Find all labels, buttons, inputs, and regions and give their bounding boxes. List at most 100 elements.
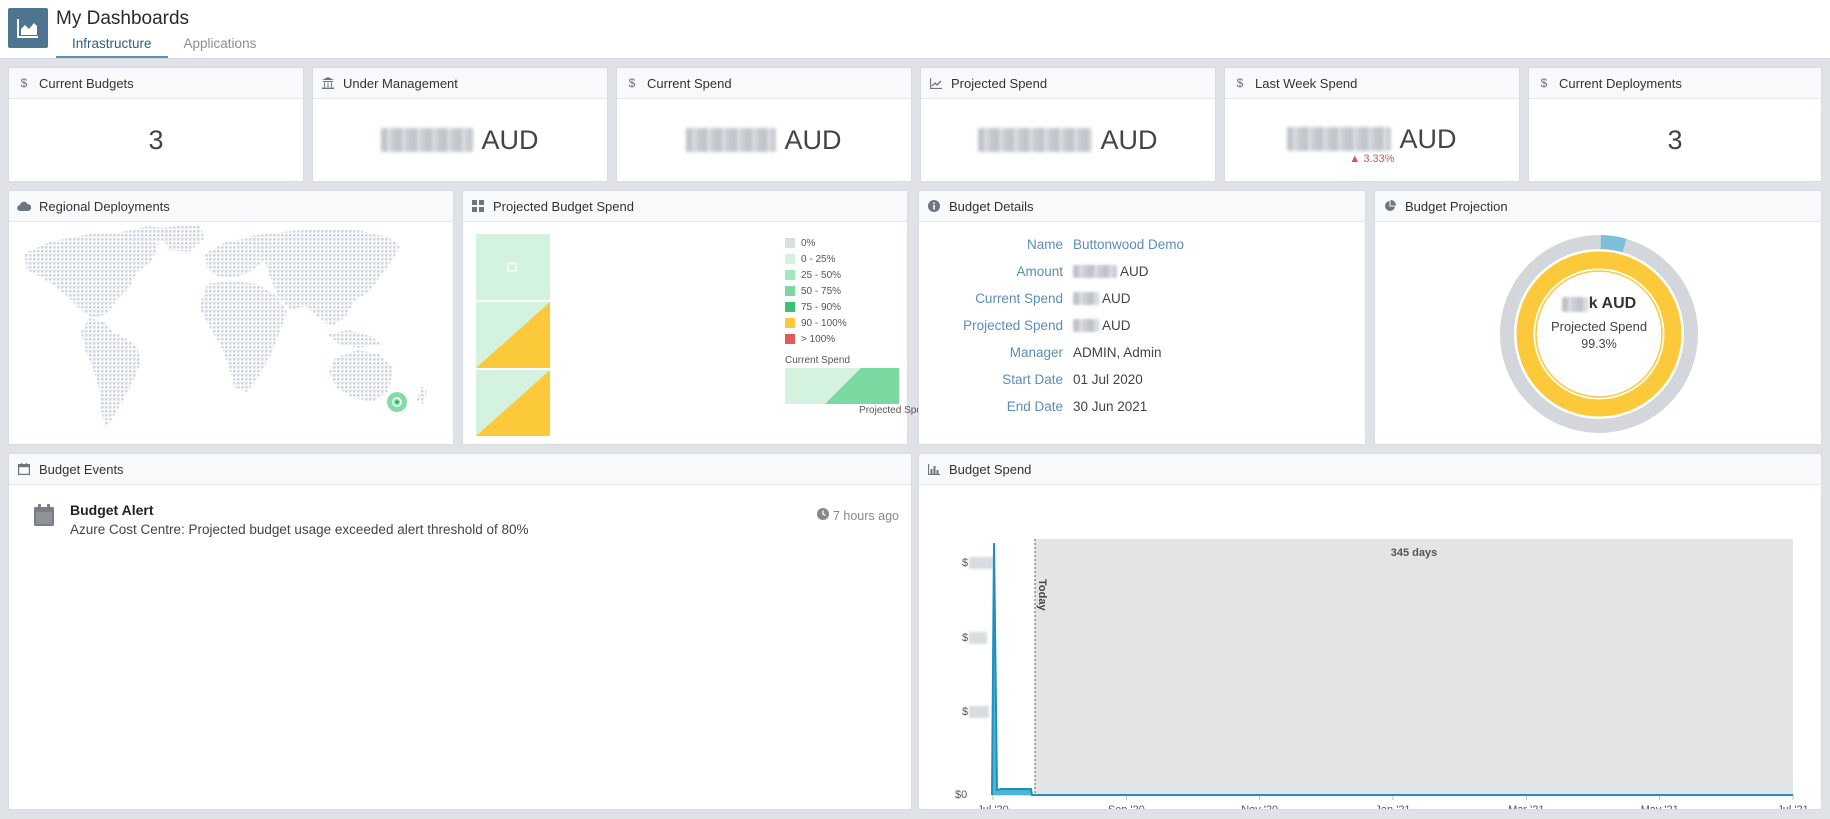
projection-label: Projected Spend (1550, 319, 1648, 334)
x-tick-label: Jul '20 (977, 804, 1008, 809)
x-axis: Jul '20 Sep '20 Nov '20 Jan '21 Mar '21 May '… (977, 795, 1809, 809)
bank-icon (321, 76, 335, 90)
stat-card-projected-spend: Projected Spend AUD (920, 67, 1216, 182)
event-time: 7 hours ago (816, 508, 899, 523)
budget-spend-panel: Budget Spend 345 days Today $ $ $ $0 Jul… (918, 453, 1822, 810)
projection-percent: 99.3% (1581, 337, 1617, 351)
calendar-icon (17, 462, 31, 476)
dollar-icon: $ (628, 76, 636, 90)
stat-title: Current Budgets (39, 75, 134, 91)
treemap-legend: 0% 0 - 25% 25 - 50% 50 - 75% 75 - 90% 90… (785, 235, 847, 347)
dollar-icon: $ (1540, 76, 1548, 90)
tab-applications[interactable]: Applications (183, 36, 257, 51)
stat-unit: AUD (1100, 124, 1158, 155)
legend-item: 0% (785, 235, 847, 251)
legend-item: 50 - 75% (785, 283, 847, 299)
panel-title: Projected Budget Spend (493, 198, 634, 214)
y-tick-label: $0 (955, 789, 967, 801)
redacted-value (1561, 296, 1588, 312)
treemap-cell[interactable] (476, 370, 550, 436)
redacted-value (969, 557, 993, 569)
grid-icon (471, 199, 485, 213)
panel-title: Budget Details (949, 198, 1034, 214)
detail-row-amount: Amount AUD (1016, 264, 1149, 279)
stat-value: 3 (148, 124, 164, 155)
detail-row-end-date: End Date 30 Jun 2021 (1006, 399, 1148, 414)
legend-item: 0 - 25% (785, 251, 847, 267)
projection-value: k AUD (1496, 295, 1702, 313)
x-tick-label: Jan '21 (1375, 804, 1410, 809)
svg-text:$: $ (962, 557, 968, 569)
stat-unit: AUD (481, 124, 539, 155)
redacted-value (381, 128, 474, 152)
projected-budget-spend-panel: Projected Budget Spend 0% 0 - 25% 25 - 5… (462, 190, 933, 445)
budget-projection-panel: Budget Projection k AUD Projected Spend … (1374, 190, 1822, 445)
redacted-value (1073, 292, 1099, 305)
treemap-cell[interactable] (476, 234, 550, 300)
stat-title: Under Management (343, 75, 458, 91)
x-tick-label: May '21 (1641, 804, 1679, 809)
regional-deployments-panel: Regional Deployments (8, 190, 454, 445)
page-title: My Dashboards (56, 8, 190, 29)
redacted-value (969, 706, 989, 718)
stat-title: Current Spend (647, 75, 732, 91)
x-tick-label: Sep '20 (1108, 804, 1145, 809)
stat-card-current-deployments: $ Current Deployments 3 (1528, 67, 1822, 182)
tab-infrastructure[interactable]: Infrastructure (56, 36, 168, 58)
donut-current-arc[interactable] (1600, 235, 1627, 253)
y-axis: $ $ $ $0 (955, 557, 993, 801)
panel-title: Budget Spend (949, 461, 1032, 477)
budget-events-panel: Budget Events Budget Alert Azure Cost Ce… (8, 453, 912, 810)
dollar-icon: $ (20, 76, 28, 90)
spend-line[interactable] (991, 542, 1793, 796)
x-tick-label: Jul '21 (1777, 804, 1808, 809)
detail-row-start-date: Start Date 01 Jul 2020 (1002, 372, 1143, 387)
svg-text:$: $ (962, 706, 968, 718)
event-title: Budget Alert (70, 502, 154, 518)
stat-card-under-management: Under Management AUD (312, 67, 608, 182)
redacted-value (1073, 319, 1099, 332)
stat-value: 3 (1667, 124, 1683, 155)
donut-track (1500, 235, 1698, 433)
x-tick-label: Nov '20 (1241, 804, 1278, 809)
projection-period-band (1035, 539, 1793, 795)
donut-projected-ring[interactable] (1516, 251, 1682, 417)
budget-details-panel: Budget Details Name Buttonwood Demo Amoun… (918, 190, 1366, 445)
page-header: My Dashboards Infrastructure Application… (0, 0, 1830, 59)
legend-item: > 100% (785, 331, 847, 347)
caret-up-icon: ▲ (1349, 152, 1361, 165)
projected-spend-key-label: Projected Spend (859, 405, 933, 416)
x-tick-label: Mar '21 (1508, 804, 1544, 809)
world-map (24, 224, 427, 428)
detail-row-projected-spend: Projected Spend AUD (963, 318, 1131, 333)
panel-title: Budget Projection (1405, 198, 1508, 214)
line-chart-icon (929, 76, 943, 90)
budget-name-link[interactable]: Buttonwood Demo (1073, 237, 1185, 252)
stat-unit: AUD (1399, 123, 1457, 154)
stat-title: Projected Spend (951, 75, 1048, 91)
detail-row-current-spend: Current Spend AUD (975, 291, 1131, 306)
stat-title: Current Deployments (1559, 75, 1682, 91)
stat-card-last-week-spend: $ Last Week Spend AUD ▲ 3.33% (1224, 67, 1520, 182)
trend-indicator: ▲ 3.33% (1349, 153, 1394, 165)
spend-key-swatch (785, 368, 899, 404)
calendar-icon (34, 504, 54, 529)
detail-row-manager: Manager ADMIN, Admin (1009, 345, 1162, 360)
event-description: Azure Cost Centre: Projected budget usag… (70, 522, 529, 537)
info-icon (927, 199, 941, 213)
treemap-cell[interactable] (476, 302, 550, 368)
detail-row-name: Name Buttonwood Demo (1026, 237, 1185, 252)
projection-donut (1500, 235, 1698, 433)
redacted-value (686, 128, 777, 152)
current-spend-key-label: Current Spend (785, 355, 851, 366)
clock-icon (816, 508, 829, 523)
bar-chart-icon (927, 462, 941, 476)
spend-area[interactable] (992, 543, 1031, 795)
panel-title: Budget Events (39, 461, 124, 477)
dashboard-area-chart-icon (8, 8, 48, 48)
trend-value: 3.33% (1363, 152, 1395, 165)
legend-item: 90 - 100% (785, 315, 847, 331)
stat-card-current-spend: $ Current Spend AUD (616, 67, 912, 182)
panel-title: Regional Deployments (39, 198, 170, 214)
redacted-value (978, 128, 1093, 152)
